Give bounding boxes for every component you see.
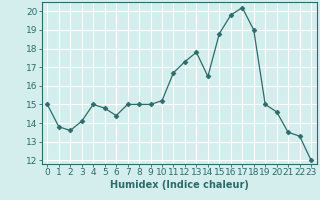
X-axis label: Humidex (Indice chaleur): Humidex (Indice chaleur) [110, 180, 249, 190]
